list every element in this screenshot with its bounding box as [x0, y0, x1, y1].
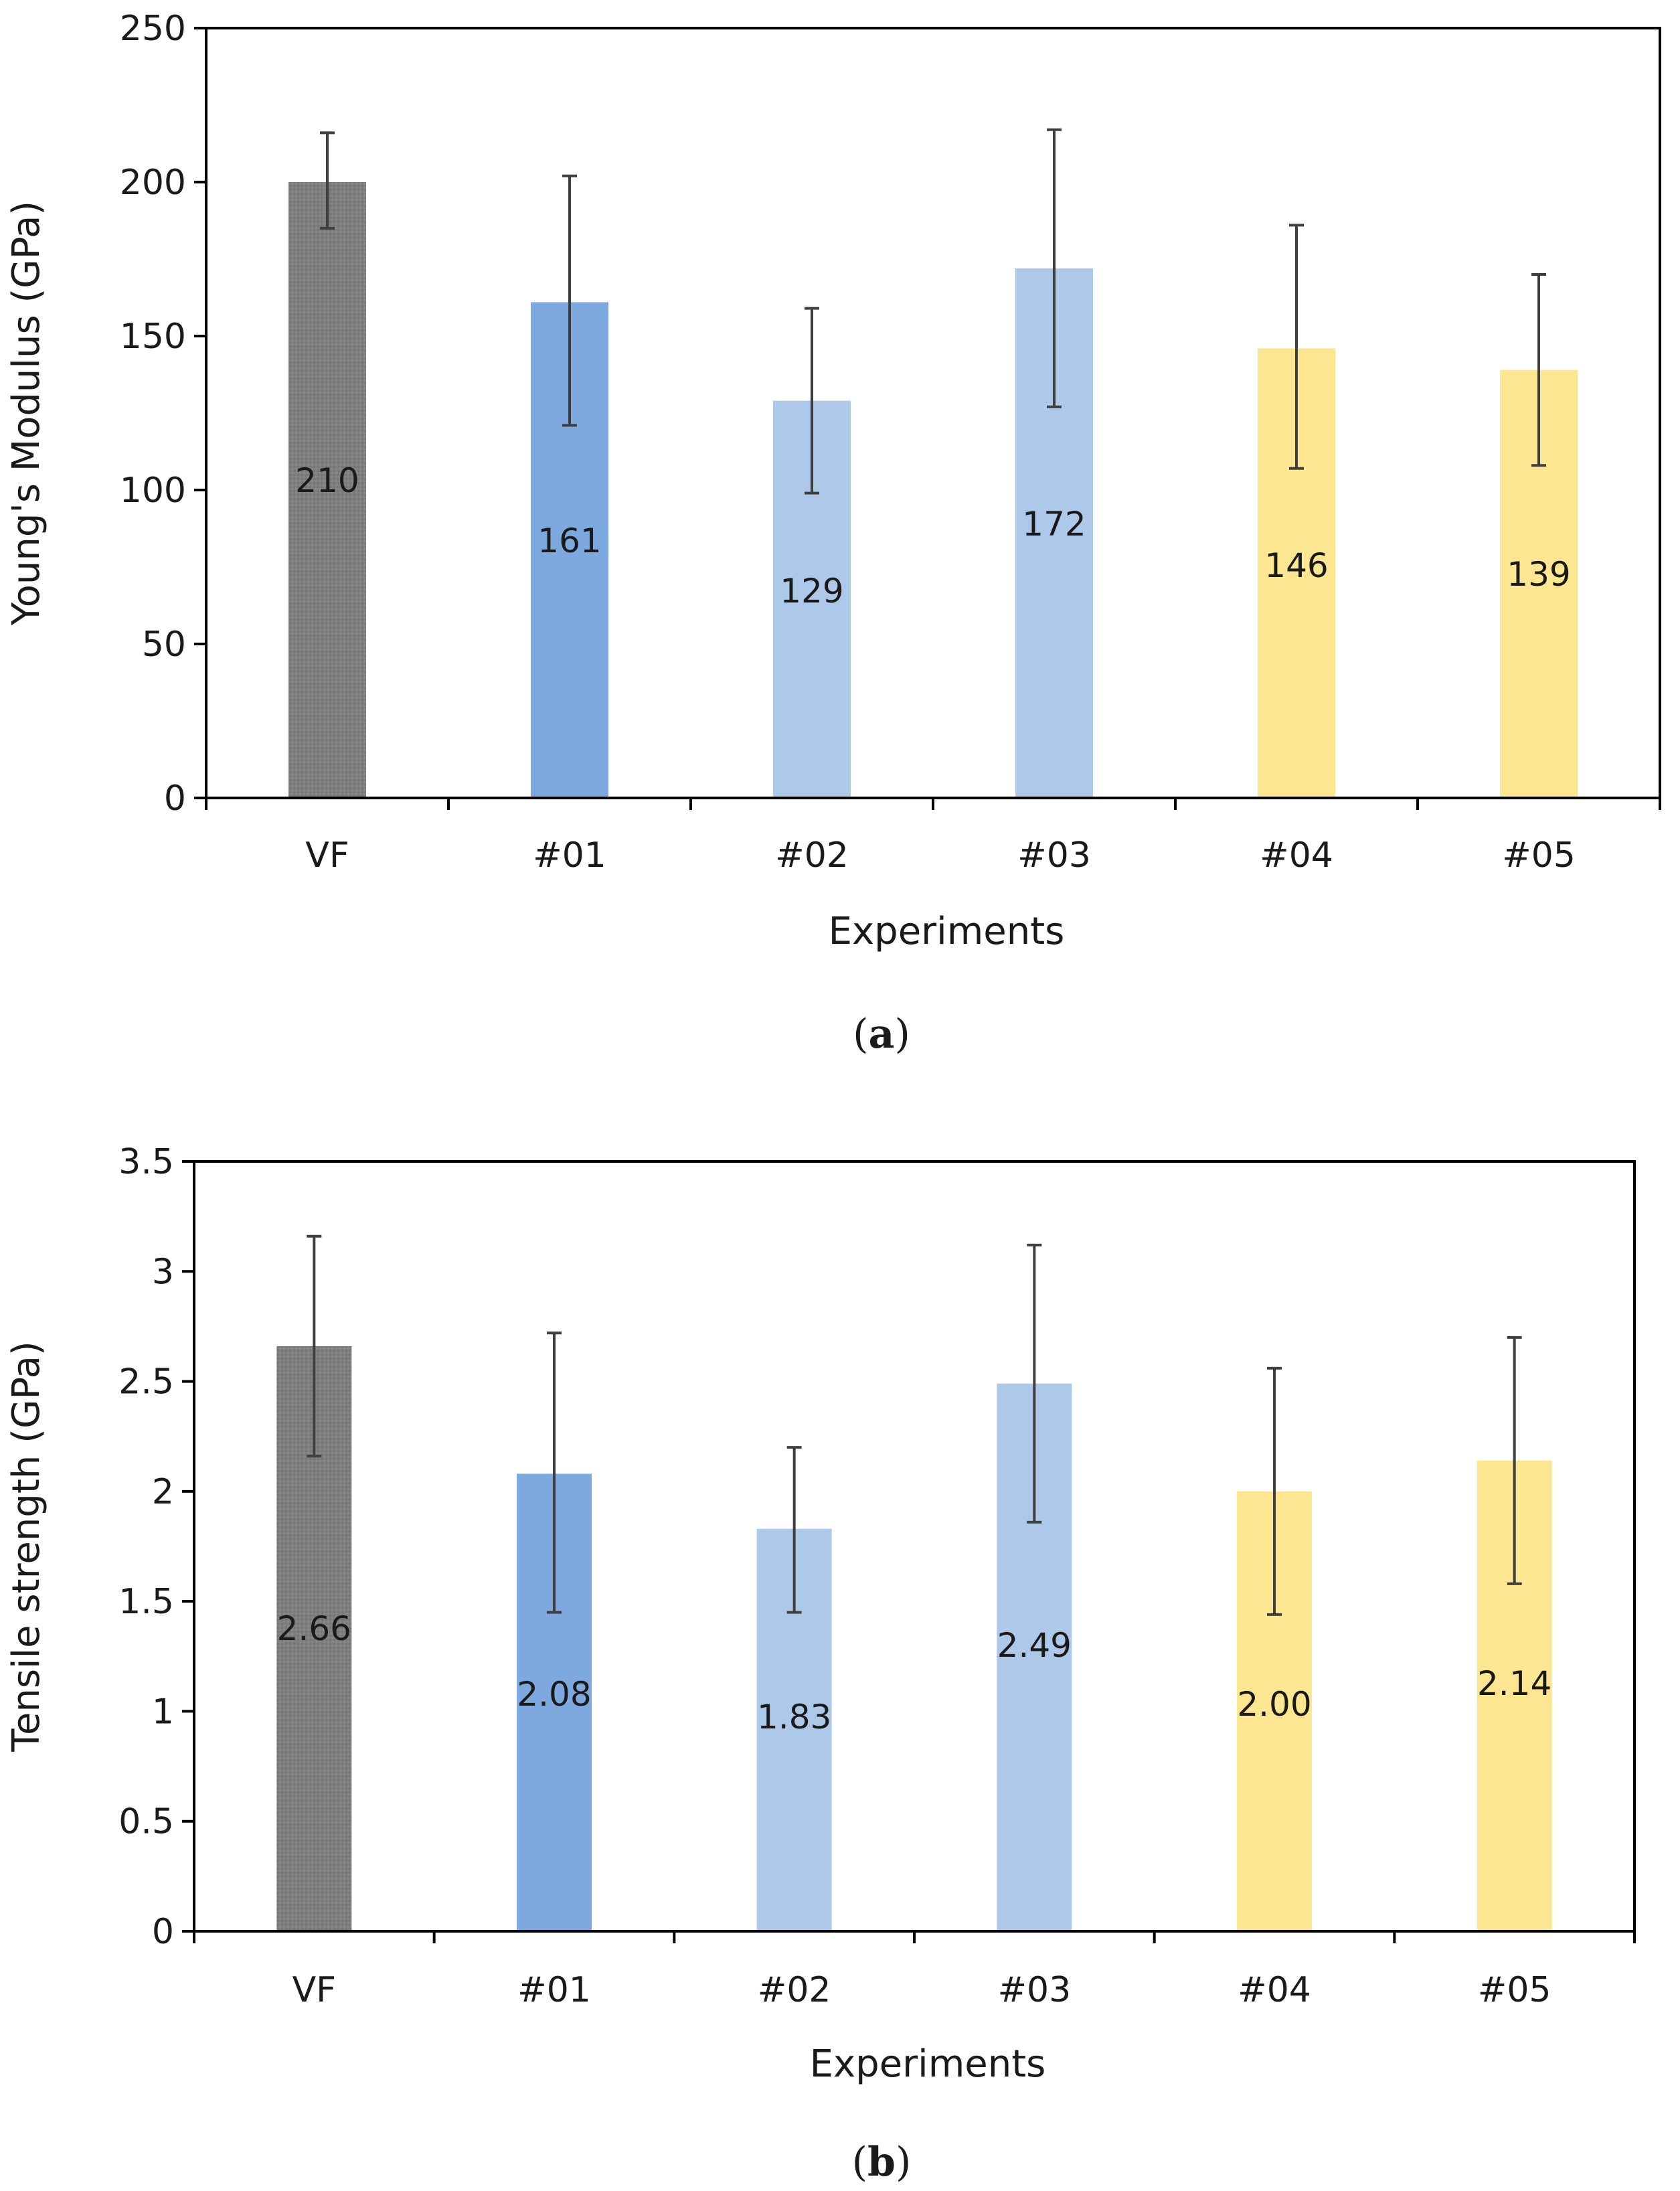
y-axis-title: Young's Modulus (GPa): [5, 201, 48, 626]
panel-letter: a: [869, 1011, 895, 1058]
y-tick-label: 0: [164, 779, 186, 819]
error-bar: [805, 307, 819, 495]
y-axis-title: Tensile strength (GPa): [5, 1341, 48, 1753]
x-tick-label: #05: [1478, 1970, 1551, 2010]
data-label: 129: [780, 572, 843, 611]
y-tick-label: 50: [142, 625, 186, 665]
data-label: 139: [1507, 555, 1570, 594]
error-bar: [1531, 273, 1546, 467]
x-tick-label: #04: [1238, 1970, 1311, 2010]
error-bar: [1507, 1335, 1522, 1585]
error-bar: [547, 1331, 562, 1614]
panel-label: (b): [852, 2139, 912, 2186]
error-bar: [786, 1446, 802, 1614]
y-tick-label: 100: [120, 471, 186, 511]
plot-frame: [205, 27, 1661, 799]
tensile-strength-chart: 0 0.5 1 1.5 2 2.5 3 3.5 VF #01 #02 #03 #04 #05 2.66 2.0…: [5, 1142, 1636, 2186]
y-tick-label: 200: [120, 163, 186, 203]
data-label: 2.00: [1237, 1685, 1311, 1724]
data-label: 1.83: [757, 1698, 831, 1736]
x-tick-label: #03: [1017, 835, 1091, 876]
error-bar: [562, 174, 577, 427]
x-tick-label: VF: [305, 835, 349, 876]
data-label: 210: [295, 461, 359, 500]
y-tick-label: 0: [152, 1912, 174, 1952]
data-label: 146: [1264, 546, 1328, 585]
y-tick-label: 2: [152, 1472, 174, 1512]
data-label: 2.49: [997, 1626, 1072, 1665]
x-tick-label: #02: [758, 1970, 831, 2010]
error-bar: [1047, 128, 1062, 408]
error-bar: [320, 131, 335, 230]
data-label: 2.08: [517, 1675, 591, 1714]
y-tick-label: 2.5: [118, 1362, 174, 1402]
plot-frame: [193, 1160, 1636, 1933]
error-bar: [307, 1234, 322, 1458]
y-tick-label: 3: [152, 1252, 174, 1292]
x-tick-label: #01: [517, 1970, 591, 2010]
x-axis-title: Experiments: [810, 2042, 1046, 2086]
x-tick-label: VF: [292, 1970, 336, 2010]
y-tick-label: 1: [152, 1692, 174, 1732]
x-tick-label: #01: [533, 835, 606, 876]
y-tick-label: 150: [120, 317, 186, 357]
data-label: 161: [537, 521, 601, 560]
error-bar: [1027, 1243, 1042, 1524]
error-bar: [1267, 1366, 1282, 1616]
panel-letter: b: [867, 2139, 896, 2186]
x-axis-title: Experiments: [829, 910, 1065, 953]
panel-label: (a): [853, 1011, 910, 1058]
y-tick-label: 0.5: [118, 1802, 174, 1842]
x-tick-label: #03: [997, 1970, 1071, 2010]
youngs-modulus-chart: 0 50 100 150 200 250 VF #01 #02 #03 #04 #05 210 161 12…: [5, 9, 1661, 1058]
x-tick-label: #05: [1502, 835, 1576, 876]
y-tick-label: 3.5: [118, 1142, 174, 1182]
bar-vf: [288, 182, 366, 798]
x-tick-label: #02: [775, 835, 849, 876]
data-label: 172: [1022, 505, 1086, 544]
error-bar: [1289, 224, 1304, 470]
x-tick-label: #04: [1260, 835, 1333, 876]
data-label: 2.14: [1477, 1664, 1551, 1703]
data-label: 2.66: [277, 1609, 351, 1648]
y-tick-label: 250: [120, 9, 186, 49]
y-tick-label: 1.5: [118, 1582, 174, 1622]
